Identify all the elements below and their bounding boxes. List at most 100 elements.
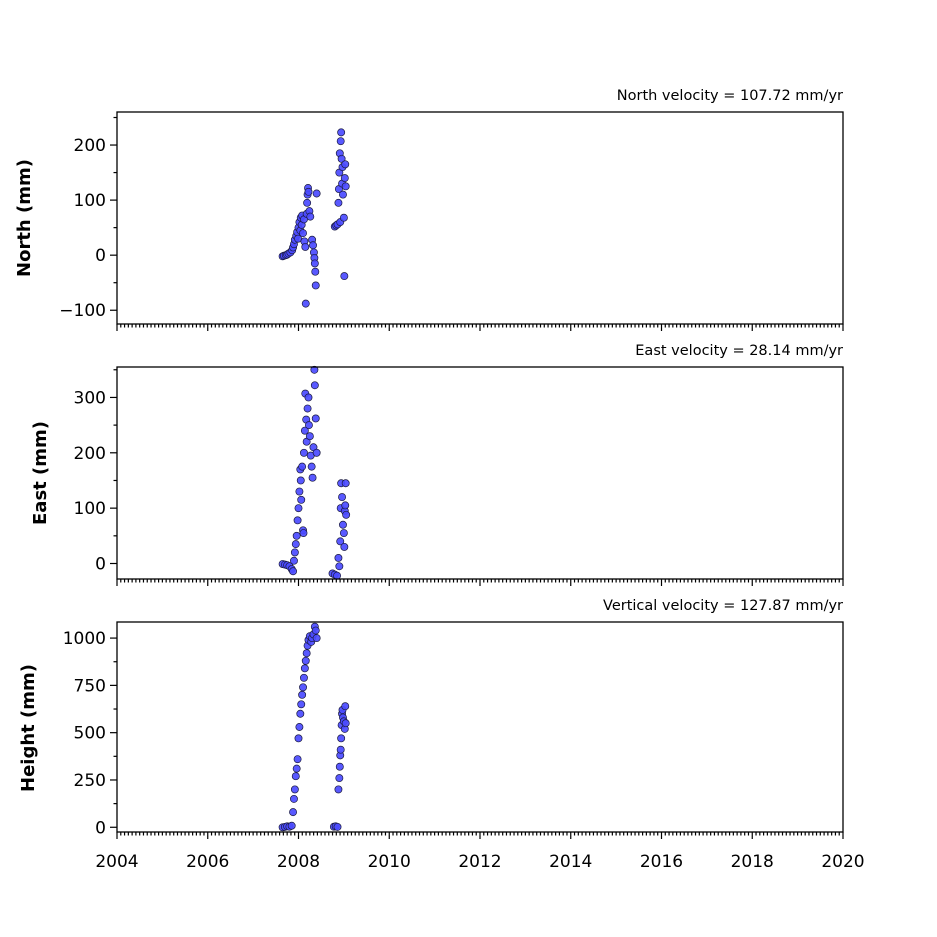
height-y-tick-label: 1000: [63, 629, 106, 649]
east-data-points: [278, 365, 351, 580]
height-plot-frame: [116, 621, 844, 833]
x-tick-label: 2018: [731, 852, 774, 872]
east-data-point: [303, 404, 312, 413]
x-tick-label: 2008: [277, 852, 320, 872]
north-data-point: [304, 187, 313, 196]
height-axis-ticks: 0 250 500 750 1000 2004 2006 2008 2010 2012 2014 20…: [63, 629, 865, 872]
north-data-point: [340, 174, 349, 183]
north-data-point: [339, 190, 347, 199]
east-data-point: [290, 548, 299, 557]
x-tick-label: 2004: [95, 852, 138, 872]
east-data-point: [341, 479, 350, 488]
east-y-tick-label: 0: [95, 555, 106, 575]
north-y-tick-label: −100: [59, 301, 106, 321]
height-data-point: [298, 690, 307, 699]
height-data-point: [333, 822, 342, 831]
east-axis-ticks: 0 100 200 300: [74, 369, 844, 586]
height-data-point: [295, 723, 304, 731]
height-data-point: [311, 626, 320, 635]
east-data-point: [305, 432, 314, 441]
height-data-point: [297, 700, 306, 709]
east-data-point: [299, 529, 308, 538]
height-y-tick-label: 500: [74, 724, 106, 744]
east-data-point: [304, 421, 313, 430]
height-data-point: [341, 702, 350, 711]
east-data-point: [311, 414, 320, 423]
height-data-point: [335, 762, 344, 771]
east-data-point: [307, 462, 316, 471]
east-data-point: [298, 462, 307, 471]
north-data-point: [339, 213, 348, 222]
north-data-point: [311, 281, 320, 290]
height-data-points: [278, 622, 350, 832]
north-y-tick-label: 100: [74, 191, 106, 211]
height-data-point: [293, 755, 302, 764]
north-data-point: [301, 242, 310, 251]
north-data-point: [303, 198, 312, 207]
east-y-tick-label: 100: [74, 499, 106, 519]
north-data-point: [336, 137, 345, 146]
east-data-point: [296, 476, 305, 485]
north-velocity-label: North velocity = 107.72 mm/yr: [617, 88, 843, 104]
north-panel: North velocity = 107.72 mm/yr North (mm)…: [14, 88, 844, 331]
east-data-point: [342, 510, 351, 519]
height-data-point: [291, 772, 300, 781]
east-data-point: [340, 542, 349, 551]
east-data-point: [299, 448, 308, 457]
x-tick-label: 2006: [186, 852, 229, 872]
height-data-point: [290, 794, 298, 803]
x-tick-label: 2014: [549, 852, 592, 872]
east-data-point: [292, 531, 301, 540]
east-y-tick-label: 300: [74, 388, 106, 408]
east-data-point: [294, 504, 303, 513]
east-data-point: [312, 448, 321, 457]
height-y-tick-label: 250: [74, 771, 106, 791]
east-data-point: [339, 529, 348, 538]
east-data-point: [308, 473, 317, 482]
x-tick-label: 2020: [821, 852, 864, 872]
height-ylabel: Height (mm): [18, 664, 39, 792]
east-data-point: [295, 487, 304, 496]
north-ylabel: North (mm): [14, 159, 35, 277]
north-y-tick-label: 0: [95, 246, 106, 266]
east-y-tick-label: 200: [74, 444, 106, 464]
height-data-point: [290, 785, 299, 794]
east-panel: East velocity = 28.14 mm/yr East (mm) 0 1…: [30, 343, 844, 586]
east-data-point: [293, 516, 302, 525]
north-data-point: [334, 198, 343, 207]
east-data-point: [310, 381, 319, 390]
north-axis-ticks: −100 0 100 200: [59, 116, 844, 331]
height-y-tick-label: 0: [95, 818, 106, 838]
x-tick-label: 2016: [640, 852, 683, 872]
east-data-point: [333, 571, 342, 580]
height-data-point: [336, 745, 345, 754]
height-data-point: [296, 709, 305, 718]
north-data-point: [340, 272, 349, 281]
height-data-point: [302, 649, 311, 658]
north-data-point: [299, 229, 307, 238]
east-data-point: [291, 540, 300, 549]
height-data-point: [294, 734, 303, 743]
height-data-point: [334, 785, 343, 794]
height-y-tick-label: 750: [74, 676, 106, 696]
east-plot-frame: [116, 366, 844, 580]
east-data-point: [304, 393, 313, 402]
north-data-point: [337, 154, 346, 163]
height-data-point: [289, 808, 298, 817]
north-data-point: [311, 267, 320, 276]
east-data-point: [310, 365, 319, 374]
height-panel: Vertical velocity = 127.87 mm/yr Height …: [18, 598, 865, 872]
east-data-point: [335, 562, 344, 571]
height-data-point: [299, 673, 308, 682]
north-data-point: [341, 160, 350, 169]
height-data-point: [301, 656, 310, 665]
north-plot-frame: [116, 111, 844, 325]
height-data-point: [341, 719, 350, 728]
north-data-points: [278, 128, 350, 308]
height-data-point: [300, 664, 309, 673]
x-tick-label: 2010: [368, 852, 411, 872]
east-ylabel: East (mm): [30, 421, 51, 525]
north-data-point: [310, 259, 319, 268]
